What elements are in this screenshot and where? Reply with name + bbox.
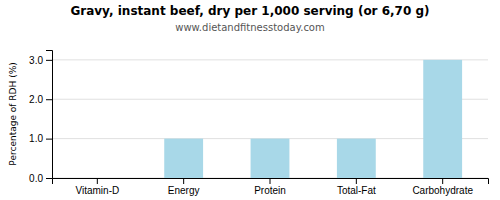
y-tick-label: 1.0 [29,133,43,144]
x-tick: Carbohydrate [412,178,473,196]
x-tick: Total-Fat [337,178,376,196]
x-tick-mark [97,178,98,184]
x-tick: Vitamin-D [75,178,119,196]
x-axis: Vitamin-D Energy Protein Total-Fat Carbohydr… [53,178,489,196]
bar [164,139,203,178]
chart: Gravy, instant beef, dry per 1,000 servi… [0,0,500,200]
y-axis-line [46,51,53,179]
x-tick-label: Vitamin-D [75,185,119,196]
y-tick-label: 2.0 [29,94,43,105]
bar [423,60,462,178]
y-axis: 0.0 1.0 2.0 3.0 [29,51,52,184]
y-tick-label: 3.0 [29,55,43,66]
y-tick: 1.0 [29,133,52,144]
bar [251,139,290,178]
subtitle: www.dietandfitnesstoday.com [175,22,324,33]
y-tick-mark [46,99,52,100]
x-tick-label: Carbohydrate [412,185,473,196]
y-tick: 3.0 [29,55,52,66]
y-tick: 0.0 [29,173,52,184]
grid-line [52,59,488,60]
background [0,0,500,200]
y-axis-title: Percentage of RDH (%) [8,62,18,165]
x-tick: Protein [254,178,286,196]
grid [52,60,488,178]
bars [164,60,462,178]
bar [337,139,376,178]
x-axis-line [53,179,489,185]
bar [78,178,117,179]
x-tick-label: Protein [254,185,286,196]
x-tick-label: Total-Fat [337,185,376,196]
y-tick-label: 0.0 [29,173,43,184]
x-tick-mark [356,178,357,184]
y-tick-mark [46,60,52,61]
x-tick-label: Energy [168,185,200,196]
grid-line [52,99,488,100]
y-tick-mark [46,139,52,140]
x-tick-mark [270,178,271,184]
x-tick: Energy [168,178,200,196]
title: Gravy, instant beef, dry per 1,000 servi… [70,4,429,18]
y-tick: 2.0 [29,94,52,105]
y-tick-mark [46,178,52,179]
x-tick-mark [183,178,184,184]
plot: 0.0 1.0 2.0 3.0 Vitamin-D Energy Protein Total-… [29,51,488,197]
x-tick-mark [442,178,443,184]
